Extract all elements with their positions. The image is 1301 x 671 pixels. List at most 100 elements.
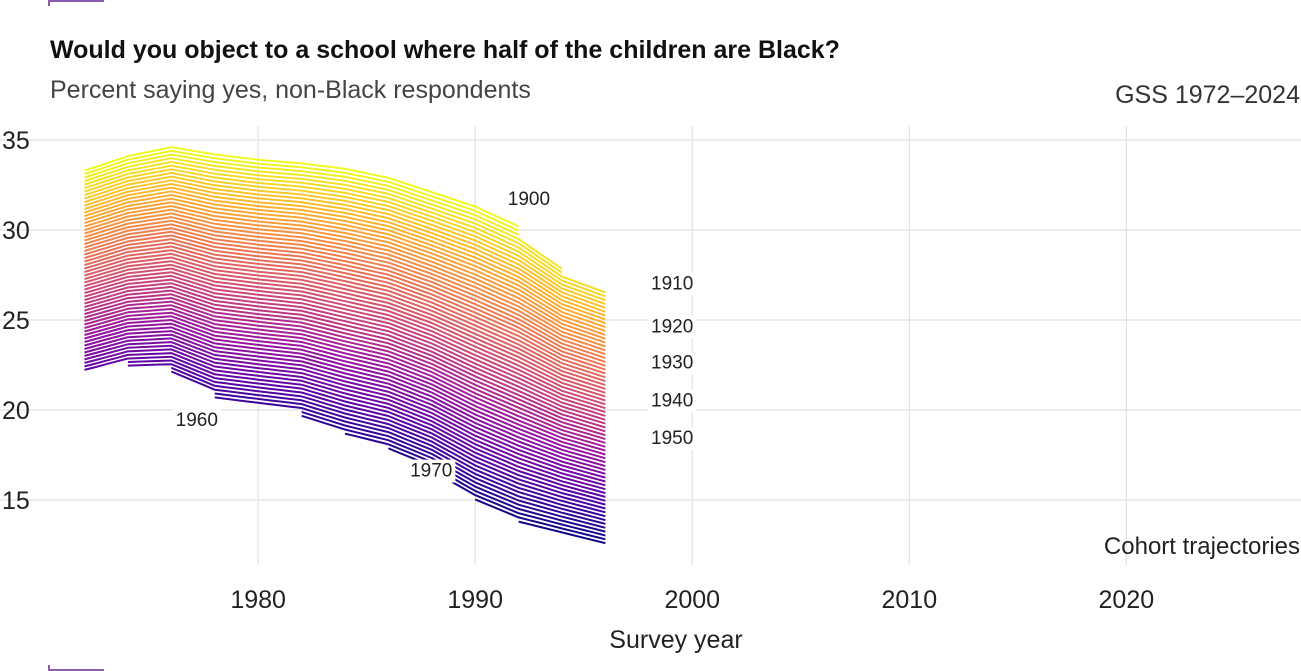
cohort-line-1901 [84, 149, 520, 232]
cohort-line-1928 [84, 249, 606, 383]
cohort-line-1902 [84, 153, 520, 236]
cohort-line-1908 [84, 175, 606, 306]
cohort-label-1970: 1970 [410, 461, 452, 482]
cohort-line-1921 [84, 223, 606, 356]
cohort-label-1940: 1940 [651, 390, 693, 411]
cohort-line-1920 [84, 219, 606, 352]
cohort-line-1900 [84, 146, 520, 228]
frame-corner-bottom [48, 669, 104, 671]
x-tick-label: 1990 [447, 586, 503, 614]
cohort-line-1909 [84, 179, 606, 309]
cohort-line-1915 [84, 201, 606, 333]
cohort-label-background [172, 409, 221, 433]
cohort-label-1950: 1950 [651, 428, 693, 449]
cohort-line-1961 [170, 370, 606, 510]
cohort-line-1922 [84, 227, 606, 360]
annotation-cohort-trajectories: Cohort trajectories [1104, 533, 1300, 560]
cohort-label-1960: 1960 [176, 410, 218, 431]
cohort-label-1920: 1920 [651, 317, 693, 338]
x-tick-label: 1980 [230, 586, 286, 614]
cohort-line-1938 [84, 285, 606, 421]
cohort-line-1936 [84, 278, 606, 414]
y-tick-label: 30 [2, 217, 30, 245]
cohort-line-1919 [84, 216, 606, 348]
y-tick-label: 35 [2, 127, 30, 155]
x-axis-ticks: 1980 1990 2000 2010 2020 [230, 586, 1154, 614]
cohort-line-1959 [127, 363, 606, 502]
cohort-line-1949 [84, 326, 606, 464]
cohort-line-1913 [84, 194, 606, 325]
y-tick-label: 15 [2, 487, 30, 515]
x-tick-label: 2000 [664, 586, 720, 614]
cohort-line-1916 [84, 205, 606, 336]
chart-title: Would you object to a school where half … [50, 36, 840, 64]
cohort-line-1905 [84, 164, 606, 294]
cohort-line-1942 [84, 300, 606, 437]
cohort-line-1970 [518, 520, 606, 545]
cohort-line-1911 [84, 186, 606, 317]
cohort-line-1947 [84, 319, 606, 456]
x-tick-label: 2010 [881, 586, 937, 614]
cohort-line-1940 [84, 293, 606, 429]
cohort-line-1903 [84, 157, 563, 270]
cohort-line-1931 [84, 260, 606, 394]
cohort-line-1945 [84, 311, 606, 448]
cohort-line-1910 [84, 183, 606, 313]
cohort-label-1930: 1930 [651, 353, 693, 374]
y-tick-label: 20 [2, 397, 30, 425]
cohort-line-1933 [84, 267, 606, 402]
cohort-line-1935 [84, 274, 606, 410]
cohort-label-background [648, 315, 697, 339]
cohort-line-1962 [214, 392, 606, 514]
cohort-line-1907 [84, 171, 606, 302]
cohort-line-1958 [127, 359, 606, 498]
x-axis-label: Survey year [609, 626, 742, 654]
frame-corner-bottom-tick [48, 665, 50, 671]
cohort-line-1926 [84, 241, 606, 375]
cohort-line-1968 [431, 469, 606, 537]
cohort-series [84, 146, 606, 545]
cohort-line-1934 [84, 271, 606, 406]
cohort-line-1925 [84, 238, 606, 371]
cohort-labels: 1900 1910 1920 1930 1940 1950 1960 1970 [172, 187, 697, 483]
y-axis-ticks: 15 20 25 30 35 [2, 127, 30, 515]
cohort-line-1952 [84, 337, 606, 475]
cohort-label-background [648, 427, 697, 451]
x-tick-label: 2020 [1099, 586, 1155, 614]
cohort-line-1946 [84, 315, 606, 452]
cohort-label-background [648, 351, 697, 375]
cohort-line-1914 [84, 197, 606, 329]
cohort-line-1950 [84, 330, 606, 468]
cohort-label-1900: 1900 [508, 189, 550, 210]
cohort-line-1951 [84, 333, 606, 471]
cohort-line-1918 [84, 212, 606, 344]
cohort-line-1957 [84, 355, 606, 495]
cohort-label-background [407, 459, 456, 483]
cohort-line-1930 [84, 256, 606, 390]
cohort-line-1906 [84, 168, 606, 298]
cohort-line-1924 [84, 234, 606, 367]
cohort-line-1904 [84, 160, 563, 274]
cohort-line-1953 [84, 341, 606, 479]
cohort-line-1939 [84, 289, 606, 425]
chart-source: GSS 1972–2024 [1115, 81, 1300, 109]
cohort-line-1966 [344, 432, 606, 529]
cohort-line-1941 [84, 297, 606, 433]
cohort-label-1910: 1910 [651, 273, 693, 294]
cohort-line-1929 [84, 252, 606, 387]
cohort-line-1963 [214, 396, 606, 518]
cohort-line-1937 [84, 282, 606, 417]
chart-subtitle: Percent saying yes, non-Black respondent… [50, 76, 531, 104]
cohort-line-1955 [84, 348, 606, 487]
cohort-line-1954 [84, 344, 606, 483]
cohort-label-background [648, 272, 697, 296]
frame-corner-top-tick [48, 0, 50, 6]
cohort-line-1944 [84, 308, 606, 444]
cohort-line-1956 [84, 352, 606, 491]
cohort-line-1923 [84, 230, 606, 363]
cohort-line-1927 [84, 245, 606, 379]
cohort-line-1969 [474, 498, 606, 541]
cohort-label-background [648, 389, 697, 413]
frame-corner-top [48, 0, 104, 2]
